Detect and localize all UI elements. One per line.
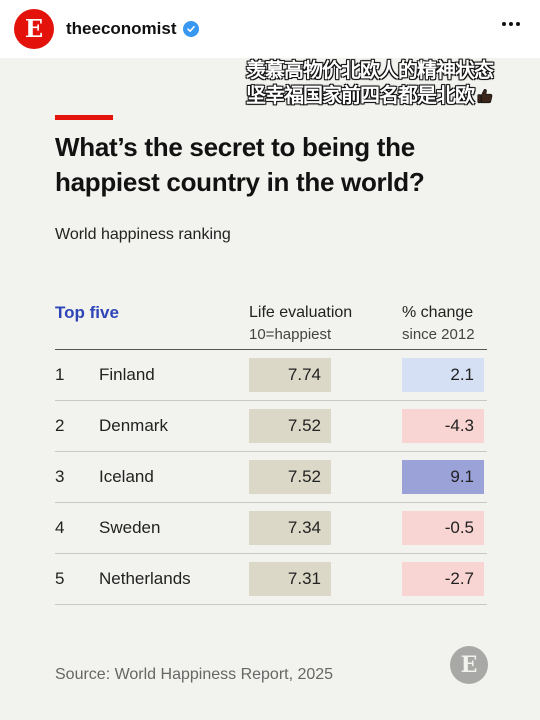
rank: 4 [55, 518, 65, 537]
rank: 5 [55, 569, 65, 588]
change-value: 2.1 [402, 358, 484, 392]
table-row: 4 Sweden 7.34 -0.5 [55, 503, 487, 554]
table-row: 3 Iceland 7.52 9.1 [55, 452, 487, 503]
headline: What’s the secret to being the happiest … [55, 130, 495, 200]
row-divider [55, 451, 487, 452]
source-note: Source: World Happiness Report, 2025 [55, 666, 334, 683]
overlay-line-2: 坚幸福国家前四名都是北欧 [246, 83, 494, 108]
change-value: -2.7 [402, 562, 484, 596]
life-evaluation-value: 7.52 [249, 460, 331, 494]
change-value: -4.3 [402, 409, 484, 443]
column-header-top-five: Top five [55, 303, 119, 322]
rank: 1 [55, 365, 65, 384]
row-divider [55, 553, 487, 554]
thumbs-up-icon [477, 88, 493, 104]
life-evaluation-value: 7.34 [249, 511, 331, 545]
rank: 2 [55, 416, 65, 435]
post-image[interactable]: 羡慕高物价北欧人的精神状态 坚幸福国家前四名都是北欧 What’s the se… [0, 58, 540, 720]
username-link[interactable]: theeconomist [66, 19, 177, 38]
avatar[interactable]: E [14, 9, 54, 49]
country-name: Finland [99, 365, 155, 384]
country-name: Iceland [99, 467, 154, 486]
economist-logo-icon: E [450, 646, 488, 684]
column-header-life-evaluation: Life evaluation 10=happiest [249, 302, 352, 346]
post-header: E theeconomist [0, 0, 540, 58]
column-header-change: % change since 2012 [402, 302, 475, 346]
row-divider [55, 604, 487, 605]
life-evaluation-value: 7.52 [249, 409, 331, 443]
life-evaluation-value: 7.31 [249, 562, 331, 596]
red-accent-bar [55, 115, 113, 120]
table-row: 1 Finland 7.74 2.1 [55, 350, 487, 401]
verified-badge-icon [182, 21, 199, 37]
change-value: -0.5 [402, 511, 484, 545]
country-name: Denmark [99, 416, 168, 435]
life-evaluation-value: 7.74 [249, 358, 331, 392]
overlay-line-1: 羡慕高物价北欧人的精神状态 [246, 58, 494, 82]
rank: 3 [55, 467, 65, 486]
change-header-title: % change [402, 304, 474, 321]
life-header-title: Life evaluation [249, 304, 353, 321]
row-divider [55, 400, 487, 401]
more-options-icon[interactable] [498, 18, 524, 30]
header-divider [55, 349, 487, 350]
headline-line-2: happiest country in the world? [55, 167, 425, 197]
change-header-sub: since 2012 [402, 326, 475, 343]
row-divider [55, 502, 487, 503]
country-name: Netherlands [99, 569, 191, 588]
change-value: 9.1 [402, 460, 484, 494]
overlay-line-2-text: 坚幸福国家前四名都是北欧 [246, 83, 475, 107]
avatar-letter: E [24, 14, 44, 43]
country-name: Sweden [99, 518, 161, 537]
logo-letter: E [460, 652, 478, 678]
caption-overlay: 羡慕高物价北欧人的精神状态 坚幸福国家前四名都是北欧 [246, 58, 494, 108]
life-header-sub: 10=happiest [249, 326, 332, 343]
subtitle: World happiness ranking [55, 226, 231, 243]
table-row: 5 Netherlands 7.31 -2.7 [55, 554, 487, 605]
headline-line-1: What’s the secret to being the [55, 132, 415, 162]
table-row: 2 Denmark 7.52 -4.3 [55, 401, 487, 452]
